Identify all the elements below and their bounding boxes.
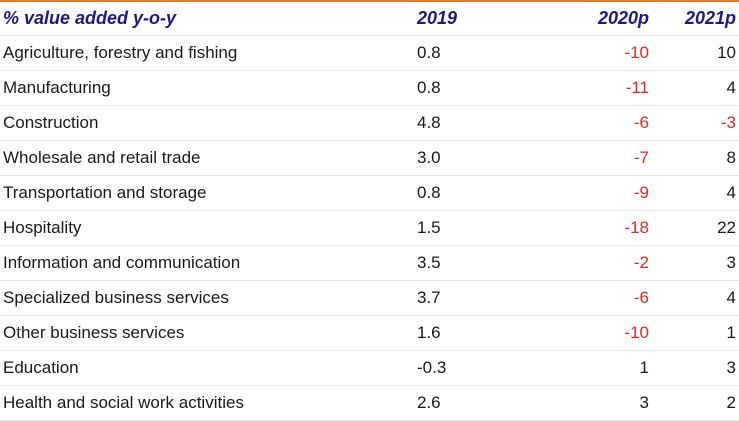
row-label: Construction xyxy=(0,105,414,141)
cell-2019: 1.6 xyxy=(414,315,540,351)
table-row: Specialized business services 3.7 -6 4 xyxy=(0,280,739,316)
cell-2019: -0.3 xyxy=(414,350,540,386)
row-label: Health and social work activities xyxy=(0,385,414,421)
table-row: Manufacturing 0.8 -11 4 xyxy=(0,70,739,106)
row-label: Manufacturing xyxy=(0,70,414,106)
header-2020p: 2020p xyxy=(540,2,652,36)
cell-2019: 3.0 xyxy=(414,140,540,176)
cell-2021p: -3 xyxy=(652,105,739,141)
row-label: Wholesale and retail trade xyxy=(0,140,414,176)
row-label: Hospitality xyxy=(0,210,414,246)
cell-2021p: 8 xyxy=(652,140,739,176)
cell-2021p: 10 xyxy=(652,35,739,71)
header-2021p: 2021p xyxy=(652,2,739,36)
cell-2020p: -10 xyxy=(540,35,652,71)
cell-2021p: 1 xyxy=(652,315,739,351)
cell-2021p: 3 xyxy=(652,350,739,386)
cell-2021p: 3 xyxy=(652,245,739,281)
cell-2019: 0.8 xyxy=(414,70,540,106)
cell-2020p: -6 xyxy=(540,105,652,141)
table-row: Construction 4.8 -6 -3 xyxy=(0,105,739,141)
cell-2019: 2.6 xyxy=(414,385,540,421)
header-2019: 2019 xyxy=(414,2,540,36)
table-row: Agriculture, forestry and fishing 0.8 -10 1… xyxy=(0,35,739,71)
cell-2019: 0.8 xyxy=(414,175,540,211)
cell-2021p: 4 xyxy=(652,280,739,316)
cell-2019: 1.5 xyxy=(414,210,540,246)
cell-2019: 4.8 xyxy=(414,105,540,141)
row-label: Information and communication xyxy=(0,245,414,281)
cell-2020p: -10 xyxy=(540,315,652,351)
row-label: Specialized business services xyxy=(0,280,414,316)
cell-2020p: -2 xyxy=(540,245,652,281)
cell-2019: 3.5 xyxy=(414,245,540,281)
header-label: % value added y-o-y xyxy=(0,2,414,36)
cell-2021p: 22 xyxy=(652,210,739,246)
cell-2020p: -9 xyxy=(540,175,652,211)
cell-2019: 0.8 xyxy=(414,35,540,71)
cell-2019: 3.7 xyxy=(414,280,540,316)
cell-2020p: -11 xyxy=(540,70,652,106)
row-label: Agriculture, forestry and fishing xyxy=(0,35,414,71)
table-row: Transportation and storage 0.8 -9 4 xyxy=(0,175,739,211)
table-row: Other business services 1.6 -10 1 xyxy=(0,315,739,351)
table-row: Hospitality 1.5 -18 22 xyxy=(0,210,739,246)
cell-2020p: 3 xyxy=(540,385,652,421)
cell-2020p: -18 xyxy=(540,210,652,246)
cell-2020p: -7 xyxy=(540,140,652,176)
cell-2021p: 4 xyxy=(652,175,739,211)
cell-2020p: 1 xyxy=(540,350,652,386)
row-label: Transportation and storage xyxy=(0,175,414,211)
table-row: Education -0.3 1 3 xyxy=(0,350,739,386)
row-label: Other business services xyxy=(0,315,414,351)
table-row: Health and social work activities 2.6 3 2 xyxy=(0,385,739,421)
cell-2020p: -6 xyxy=(540,280,652,316)
table-header-row: % value added y-o-y 2019 2020p 2021p xyxy=(0,2,739,36)
cell-2021p: 2 xyxy=(652,385,739,421)
table-row: Information and communication 3.5 -2 3 xyxy=(0,245,739,281)
table-body: Agriculture, forestry and fishing 0.8 -10 1… xyxy=(0,35,739,421)
cell-2021p: 4 xyxy=(652,70,739,106)
row-label: Education xyxy=(0,350,414,386)
table-row: Wholesale and retail trade 3.0 -7 8 xyxy=(0,140,739,176)
